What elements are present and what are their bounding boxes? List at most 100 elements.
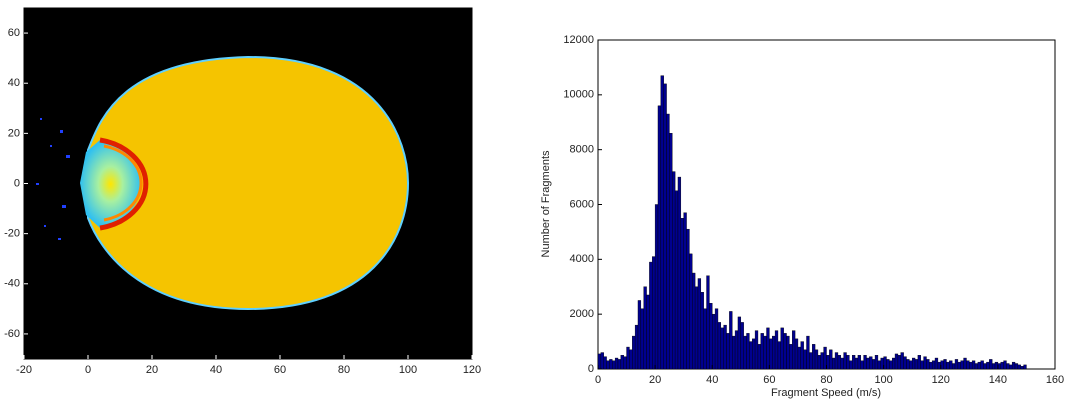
- x-tick-label: 40: [210, 364, 222, 376]
- y-axis-label: Number of Fragments: [540, 150, 552, 257]
- bar: [717, 322, 722, 370]
- bar: [663, 83, 667, 370]
- bar: [1006, 363, 1010, 370]
- x-tick-label: 100: [399, 364, 417, 376]
- bar: [914, 359, 919, 370]
- bar: [734, 330, 739, 370]
- y-tick-label: 4000: [570, 253, 594, 265]
- bar: [780, 327, 784, 370]
- bar: [846, 355, 850, 370]
- bar: [720, 327, 724, 370]
- bar: [849, 360, 853, 370]
- bar: [686, 228, 690, 370]
- bar: [903, 356, 907, 370]
- bar: [792, 330, 796, 370]
- x-tick-label: 60: [274, 364, 286, 376]
- bar: [683, 212, 687, 370]
- bar: [803, 349, 807, 370]
- bar: [983, 363, 987, 370]
- bar: [669, 133, 673, 370]
- bar: [866, 357, 870, 370]
- bar: [772, 335, 776, 370]
- bar: [943, 359, 947, 370]
- bar: [869, 356, 873, 370]
- bar: [680, 218, 684, 370]
- bar: [652, 256, 656, 370]
- bar: [797, 346, 801, 370]
- x-tick-label: 160: [1046, 374, 1064, 386]
- bar: [754, 330, 759, 370]
- bar: [612, 360, 616, 370]
- bar: [697, 278, 702, 370]
- bar: [729, 311, 733, 370]
- bar: [863, 355, 867, 370]
- bar: [820, 352, 824, 370]
- bar: [634, 324, 639, 370]
- y-tick-label: 20: [8, 127, 20, 139]
- y-tick-label: -20: [4, 228, 20, 240]
- bar: [694, 286, 699, 370]
- bar: [946, 361, 950, 370]
- bar: [897, 355, 901, 370]
- bar: [857, 355, 861, 370]
- bar: [712, 313, 716, 370]
- bar: [666, 113, 670, 370]
- bar: [617, 359, 622, 370]
- y-tick-label: 2000: [570, 308, 594, 320]
- bar: [840, 357, 844, 370]
- bar: [963, 357, 967, 370]
- bar: [600, 352, 604, 370]
- bar: [829, 349, 833, 370]
- bar: [769, 338, 773, 370]
- bar: [757, 344, 762, 370]
- bar: [743, 335, 747, 370]
- bar: [989, 359, 993, 370]
- y-tick-label: 40: [8, 77, 20, 89]
- x-tick-label: 120: [463, 364, 481, 376]
- y-tick-label: 0: [14, 177, 20, 189]
- bar: [789, 344, 793, 370]
- y-tick-label: 0: [588, 363, 594, 375]
- bar: [674, 190, 679, 370]
- bar: [700, 292, 704, 370]
- bar: [794, 338, 799, 370]
- x-tick-label: 60: [763, 374, 775, 386]
- bar: [732, 335, 736, 370]
- bar: [889, 360, 893, 370]
- y-tick-label: 6000: [570, 198, 594, 210]
- bar: [632, 335, 636, 370]
- bar: [974, 363, 979, 370]
- x-tick-label: 20: [649, 374, 661, 386]
- bar: [817, 355, 821, 370]
- bar: [951, 363, 956, 370]
- bar: [894, 353, 899, 370]
- bar: [949, 360, 953, 370]
- bar: [640, 308, 644, 370]
- bar: [614, 357, 619, 370]
- x-tick-label: 80: [820, 374, 832, 386]
- x-tick-label: 0: [595, 374, 601, 386]
- bar: [812, 344, 816, 370]
- bar: [689, 253, 693, 370]
- bar: [809, 352, 813, 370]
- bar: [837, 355, 841, 370]
- bar: [854, 357, 859, 370]
- bar: [623, 356, 627, 370]
- bar: [891, 357, 896, 370]
- y-tick-label: 10000: [563, 89, 594, 101]
- bar: [874, 355, 879, 370]
- bar: [1014, 363, 1019, 370]
- bar: [1000, 361, 1004, 370]
- bar: [626, 346, 630, 370]
- bar: [660, 75, 664, 370]
- bar: [740, 322, 744, 370]
- bar: [877, 360, 881, 370]
- bar: [920, 360, 924, 370]
- bar: [692, 272, 696, 370]
- bar: [954, 359, 959, 370]
- bar: [814, 349, 819, 370]
- x-axis-label: Fragment Speed (m/s): [771, 387, 881, 399]
- bar: [646, 294, 650, 370]
- x-tick-label: 40: [706, 374, 718, 386]
